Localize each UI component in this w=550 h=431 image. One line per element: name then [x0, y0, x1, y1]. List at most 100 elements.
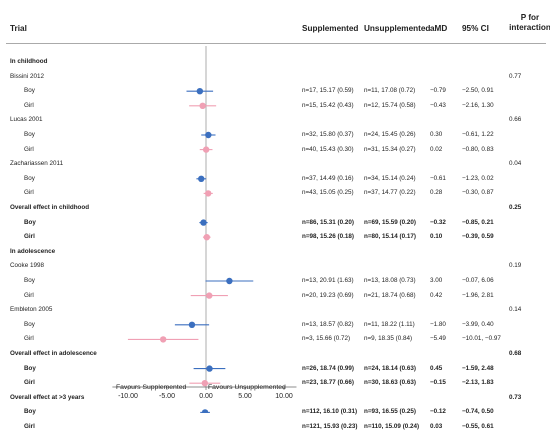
sex-label: Girl [24, 423, 35, 430]
unsupplemented-value: n=24, 18.14 (0.63) [364, 364, 416, 372]
p-interaction: 0.77 [509, 72, 522, 80]
ci-value: −2.16, 1.30 [462, 101, 494, 109]
point-estimate [199, 102, 206, 110]
header-amd: aMD [430, 24, 448, 33]
amd-value: −0.32 [430, 218, 446, 226]
sex-label: Boy [24, 218, 36, 226]
point-estimate [206, 292, 213, 299]
forest-plot: Trial Supplemented Unsupplemented aMD 95… [6, 13, 550, 430]
sex-label: Boy [24, 87, 35, 95]
supplemented-value: n=32, 15.80 (0.37) [302, 131, 354, 138]
sex-label: Boy [24, 320, 35, 328]
header-p-line2: interaction [509, 23, 550, 32]
unsupplemented-value: n=11, 17.08 (0.72) [364, 87, 416, 95]
header-separator [6, 43, 546, 44]
supplemented-value: n=40, 15.43 (0.30) [302, 145, 354, 153]
header-p-line1: P for [520, 13, 540, 22]
point-estimate [198, 175, 205, 182]
amd-value: −0.61 [430, 174, 446, 182]
ci-value: −0.07, 6.06 [462, 277, 494, 284]
amd-value: 0.10 [430, 233, 443, 241]
ci-value: −1.23, 0.02 [462, 174, 494, 182]
point-estimate [188, 321, 196, 328]
unsupplemented-value: n=93, 16.55 (0.25) [364, 408, 416, 416]
sex-label: Girl [24, 335, 34, 343]
ci-value: −0.61, 1.22 [462, 131, 494, 138]
point-estimate [201, 380, 209, 387]
sex-label: Boy [24, 174, 35, 182]
amd-value: 0.30 [430, 131, 443, 138]
unsupplemented-value: n=80, 15.14 (0.17) [364, 233, 416, 241]
supplemented-value: n=20, 19.23 (0.69) [302, 291, 354, 299]
sex-label: Boy [24, 364, 36, 372]
point-estimate [203, 234, 210, 241]
header-ci: 95% CI [462, 24, 489, 33]
p-interaction: 0.68 [509, 350, 522, 357]
ci-value: −1.59, 2.48 [462, 364, 494, 372]
p-interaction: 0.04 [509, 160, 522, 168]
x-tick-label: 10.00 [275, 393, 293, 400]
x-tick-label: 0.00 [199, 393, 213, 400]
p-interaction: 0.25 [509, 204, 522, 211]
point-estimate [200, 219, 207, 226]
section-label: In adolescence [10, 247, 56, 255]
sex-label: Girl [24, 145, 34, 153]
ci-value: −0.30, 0.87 [462, 189, 494, 197]
ci-value: −0.55, 0.61 [462, 423, 494, 430]
supplemented-value: n=3, 15.66 (0.72) [302, 335, 351, 343]
sex-label: Girl [24, 379, 35, 387]
amd-value: 0.42 [430, 291, 443, 299]
trial-label: Cooke 1998 [10, 262, 44, 270]
header-trial: Trial [10, 24, 27, 33]
supplemented-value: n=17, 15.17 (0.59) [302, 87, 354, 95]
amd-value: −0.15 [430, 379, 446, 387]
amd-value: 3.00 [430, 277, 443, 284]
unsupplemented-value: n=31, 15.34 (0.27) [364, 145, 416, 153]
unsupplemented-value: n=21, 18.74 (0.68) [364, 291, 416, 299]
ci-value: −0.80, 0.83 [462, 145, 494, 153]
ci-value: −2.13, 1.83 [462, 379, 494, 387]
forest-plot-canvas [112, 46, 297, 413]
point-estimate [206, 365, 213, 372]
amd-value: −5.49 [430, 335, 446, 343]
ci-value: −1.96, 2.81 [462, 291, 494, 299]
supplemented-value: n=15, 15.42 (0.43) [302, 101, 354, 109]
unsupplemented-value: n=30, 18.63 (0.63) [364, 379, 416, 387]
amd-value: 0.45 [430, 364, 443, 372]
p-interaction: 0.66 [509, 116, 522, 124]
point-estimate [226, 277, 233, 285]
supplemented-value: n=23, 18.77 (0.66) [302, 379, 354, 387]
amd-value: −1.80 [430, 320, 446, 328]
overall-label: Overall effect at >3 years [10, 393, 85, 401]
section-label: In childhood [10, 58, 48, 65]
unsupplemented-value: n=34, 15.14 (0.24) [364, 174, 416, 182]
supplemented-value: n=13, 18.57 (0.82) [302, 320, 354, 328]
unsupplemented-value: n=11, 18.22 (1.11) [364, 320, 415, 328]
unsupplemented-value: n=110, 15.09 (0.24) [364, 423, 420, 430]
ci-value: −0.85, 0.21 [462, 218, 494, 226]
point-estimate [205, 131, 212, 139]
x-tick-label: -5.00 [159, 393, 175, 400]
supplemented-value: n=26, 18.74 (0.99) [302, 364, 354, 372]
sex-label: Boy [24, 277, 35, 284]
ci-value: −10.01, −0.97 [462, 335, 501, 343]
supplemented-value: n=37, 14.49 (0.16) [302, 174, 354, 182]
supplemented-value: n=86, 15.31 (0.20) [302, 218, 354, 226]
sex-label: Girl [24, 291, 34, 299]
amd-value: 0.03 [430, 423, 443, 430]
favours-unsupplemented-label: Favours Unsupplemented [208, 384, 286, 391]
unsupplemented-value: n=69, 15.59 (0.20) [364, 218, 416, 226]
unsupplemented-value: n=13, 18.08 (0.73) [364, 277, 416, 284]
supplemented-value: n=13, 20.91 (1.63) [302, 277, 354, 284]
p-interaction: 0.14 [509, 306, 522, 314]
point-estimate [159, 336, 167, 343]
amd-value: −0.43 [430, 101, 446, 109]
ci-value: −0.74, 0.50 [462, 408, 494, 416]
sex-label: Girl [24, 101, 34, 109]
point-estimate [204, 190, 212, 197]
trial-label: Lucas 2001 [10, 116, 43, 124]
unsupplemented-value: n=24, 15.45 (0.26) [364, 131, 416, 138]
amd-value: 0.28 [430, 189, 443, 197]
sex-label: Boy [24, 131, 35, 138]
unsupplemented-value: n=37, 14.77 (0.22) [364, 189, 416, 197]
